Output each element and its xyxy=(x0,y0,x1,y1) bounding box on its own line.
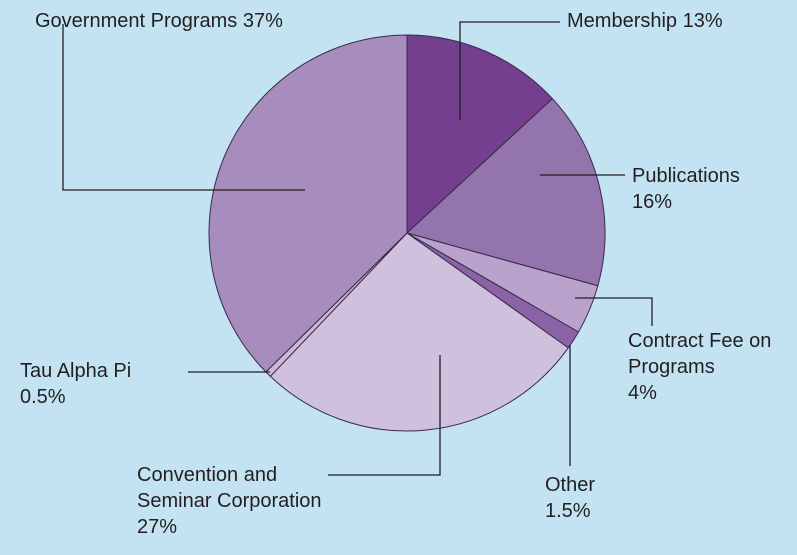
category: Government Programs xyxy=(35,10,238,32)
value-label: 0.5% xyxy=(20,386,66,408)
pie-slice xyxy=(406,97,606,287)
pie-slice xyxy=(208,34,408,373)
value-label: 27% xyxy=(137,516,178,538)
slice-label: Publications 16% xyxy=(632,163,740,215)
slice-label: Tau Alpha Pi 0.5% xyxy=(20,358,131,410)
category: Tau Alpha Pi xyxy=(20,360,132,382)
pie-slice xyxy=(269,232,569,432)
category: Convention and Seminar Corporation xyxy=(137,464,322,512)
category: Other xyxy=(545,474,596,496)
leader-line xyxy=(459,21,560,120)
category: Contract Fee on Programs xyxy=(628,330,772,378)
slice-label: Contract Fee on Programs 4% xyxy=(628,328,778,406)
value-label: 4% xyxy=(628,382,657,404)
value-label: 13% xyxy=(682,10,723,32)
slice-label: Government Programs 37% xyxy=(35,8,283,34)
leader-line xyxy=(328,355,441,476)
leader-line xyxy=(62,24,305,191)
slice-label: Other 1.5% xyxy=(545,472,595,524)
slice-label: Membership 13% xyxy=(567,8,723,34)
pie-slice xyxy=(406,34,554,235)
value-label: 1.5% xyxy=(545,500,591,522)
slice-label: Convention and Seminar Corporation 27% xyxy=(137,462,347,540)
value-label: 37% xyxy=(242,10,283,32)
value-label: 16% xyxy=(632,191,673,213)
leader-line xyxy=(575,297,653,326)
category: Publications xyxy=(632,165,740,187)
category: Membership xyxy=(567,10,678,32)
